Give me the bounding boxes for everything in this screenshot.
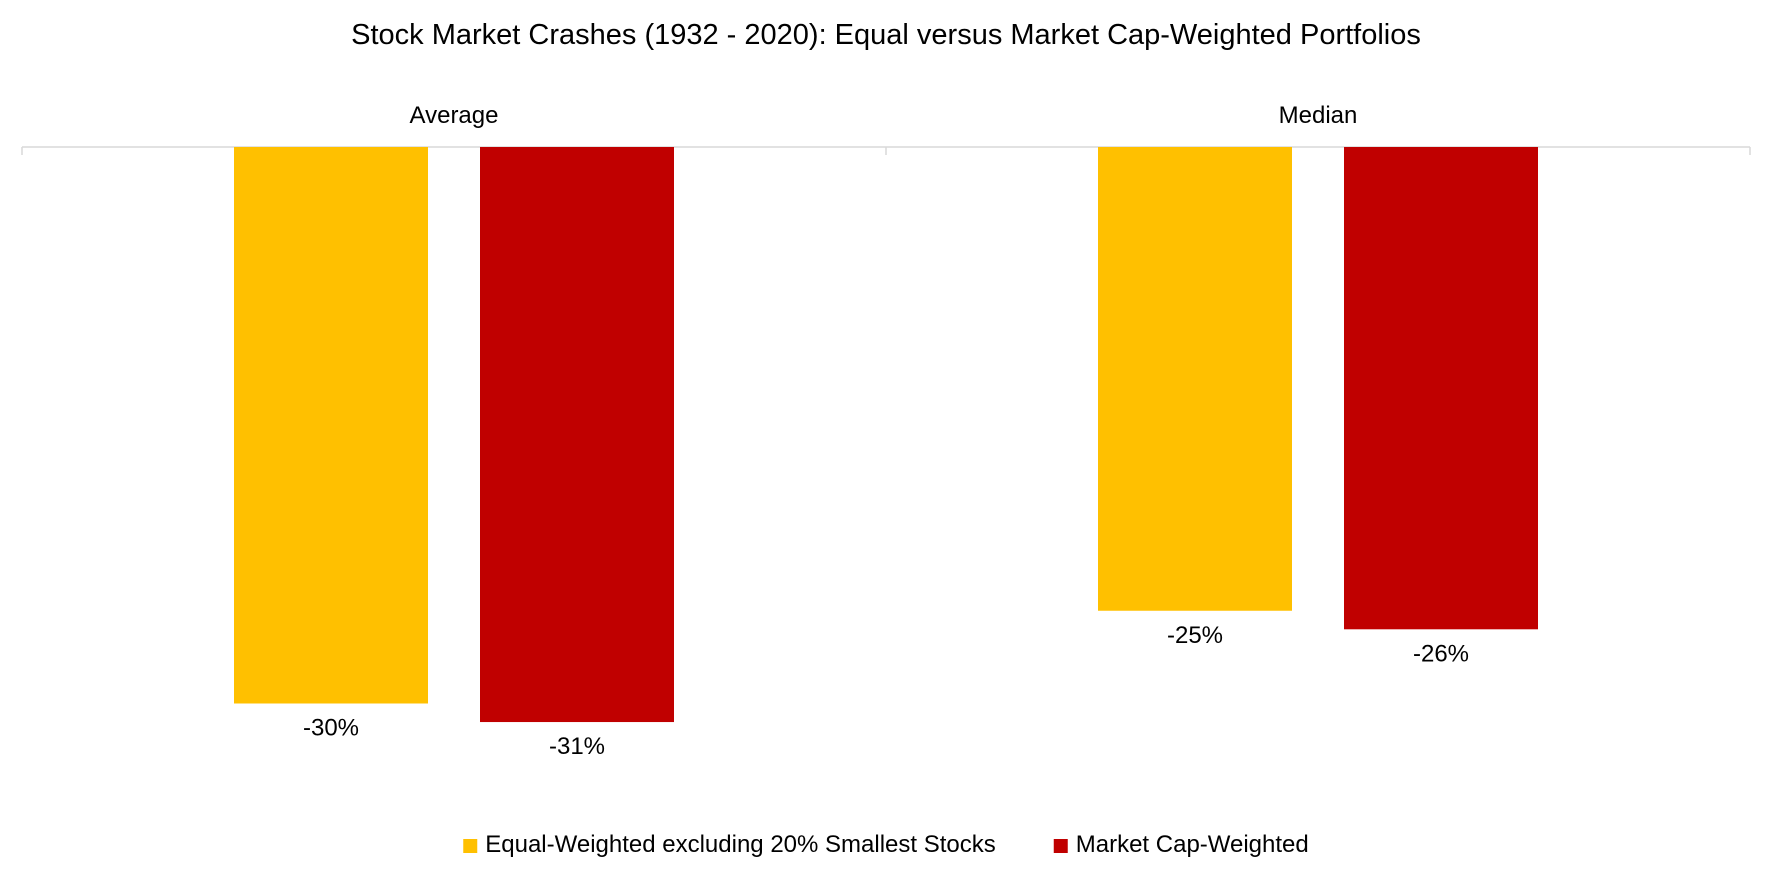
chart-title: Stock Market Crashes (1932 - 2020): Equa… bbox=[351, 19, 1421, 51]
legend-item-2: Market Cap-Weighted bbox=[1053, 831, 1309, 858]
category-label-average: Average bbox=[410, 102, 499, 129]
data-label-average-series-1: -30% bbox=[303, 715, 359, 742]
bar-average-series-1 bbox=[234, 147, 428, 704]
bars bbox=[234, 147, 1538, 723]
bar-average-series-2 bbox=[480, 147, 674, 723]
data-labels: -30% -31% -25% -26% bbox=[303, 622, 1469, 760]
data-label-median-series-1: -25% bbox=[1167, 622, 1223, 649]
data-label-median-series-2: -26% bbox=[1413, 640, 1469, 667]
category-label-median: Median bbox=[1279, 102, 1358, 129]
legend-swatch-1 bbox=[463, 839, 478, 853]
legend: Equal-Weighted excluding 20% Smallest St… bbox=[463, 831, 1309, 858]
data-label-average-series-2: -31% bbox=[549, 733, 605, 760]
legend-item-1: Equal-Weighted excluding 20% Smallest St… bbox=[463, 831, 996, 858]
bar-median-series-1 bbox=[1098, 147, 1292, 611]
legend-swatch-2 bbox=[1053, 839, 1068, 853]
legend-label-2: Market Cap-Weighted bbox=[1076, 831, 1309, 858]
legend-label-1: Equal-Weighted excluding 20% Smallest St… bbox=[485, 831, 996, 858]
bar-median-series-2 bbox=[1344, 147, 1538, 630]
category-labels: Average Median bbox=[410, 102, 1358, 129]
